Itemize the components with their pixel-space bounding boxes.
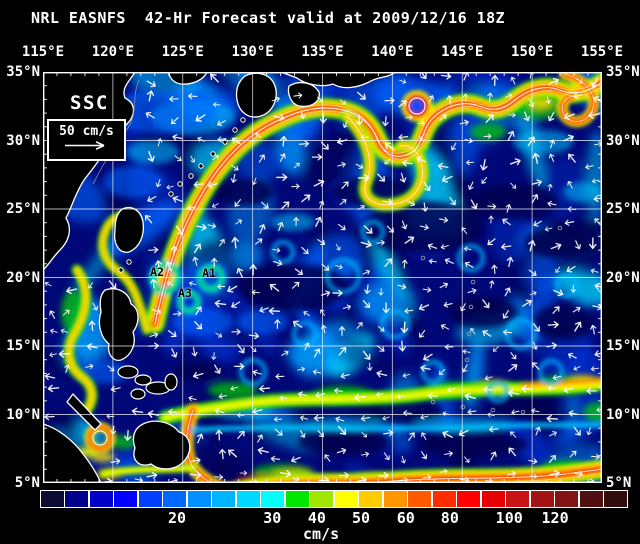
- colorbar-cell: [432, 491, 456, 507]
- lat-left-label-10n: 10°N: [6, 406, 40, 423]
- colorbar-cell: [65, 491, 89, 507]
- colorbar-ticks: 20 30 40 50 60 80 100 120: [40, 509, 628, 527]
- colorbar-tick-80: 80: [440, 509, 459, 527]
- colorbar-cell: [285, 491, 309, 507]
- colorbar-tick-100: 100: [495, 509, 523, 527]
- lon-label-155e: 155°E: [580, 44, 624, 60]
- lat-left-label-30n: 30°N: [6, 132, 40, 149]
- lon-label-125e: 125°E: [161, 44, 204, 60]
- colorbar-cell: [555, 491, 579, 507]
- colorbar-cell: [41, 491, 64, 507]
- colorbar-cell: [187, 491, 211, 507]
- lon-label-120e: 120°E: [91, 44, 134, 60]
- lat-right-label-35n: 35°N: [606, 64, 640, 80]
- colorbar-cell: [261, 491, 285, 507]
- colorbar-units: cm/s: [303, 525, 340, 543]
- lon-label-145e: 145°E: [441, 44, 484, 60]
- colorbar-cell: [383, 491, 407, 507]
- lat-right-label-10n: 10°N: [606, 406, 640, 423]
- lat-left-label-5n: 5°N: [14, 475, 40, 491]
- colorbar-cell: [579, 491, 603, 507]
- colorbar-tick-20: 20: [167, 509, 187, 527]
- lon-label-130e: 130°E: [231, 44, 274, 60]
- lon-label-140e: 140°E: [371, 44, 414, 60]
- colorbar-tick-60: 60: [396, 509, 415, 527]
- lon-label-135e: 135°E: [301, 44, 344, 60]
- colorbar-cell: [530, 491, 554, 507]
- colorbar-cell: [457, 491, 481, 507]
- colorbar-cell: [481, 491, 505, 507]
- colorbar: [40, 490, 628, 508]
- lat-left-label-15n: 15°N: [6, 338, 40, 354]
- colorbar-tick-40: 40: [307, 509, 326, 527]
- colorbar-tick-50: 50: [352, 509, 371, 527]
- colorbar-cell: [212, 491, 236, 507]
- colorbar-tick-30: 30: [263, 509, 282, 527]
- colorbar-cell: [114, 491, 138, 507]
- colorbar-cell: [604, 491, 628, 507]
- lat-right-label-15n: 15°N: [606, 338, 640, 354]
- lat-left-label-20n: 20°N: [6, 269, 40, 286]
- colorbar-cell: [408, 491, 432, 507]
- colorbar-cell: [138, 491, 162, 507]
- colorbar-cell: [359, 491, 383, 507]
- colorbar-tick-120: 120: [541, 509, 569, 527]
- lon-label-115e: 115°E: [21, 44, 65, 60]
- colorbar-cell: [236, 491, 260, 507]
- arrow-layer: [44, 72, 602, 483]
- lat-right-label-20n: 20°N: [606, 269, 640, 286]
- lat-right-label-25n: 25°N: [606, 201, 640, 217]
- grid-layer: [43, 72, 602, 483]
- colorbar-cell: [334, 491, 358, 507]
- colorbar-cell: [506, 491, 530, 507]
- lat-right-label-30n: 30°N: [606, 132, 640, 149]
- colorbar-cell: [163, 491, 187, 507]
- current-map: [43, 72, 602, 483]
- colorbar-cell: [89, 491, 113, 507]
- lon-label-150e: 150°E: [511, 44, 554, 60]
- colorbar-cell: [310, 491, 334, 507]
- page-title: NRL EASNFS 42-Hr Forecast valid at 2009/…: [31, 9, 506, 27]
- colorbar-units-wrap: cm/s: [40, 525, 628, 543]
- lat-left-label-25n: 25°N: [6, 201, 40, 217]
- lat-right-label-5n: 5°N: [606, 475, 632, 491]
- lat-left-label-35n: 35°N: [6, 64, 40, 80]
